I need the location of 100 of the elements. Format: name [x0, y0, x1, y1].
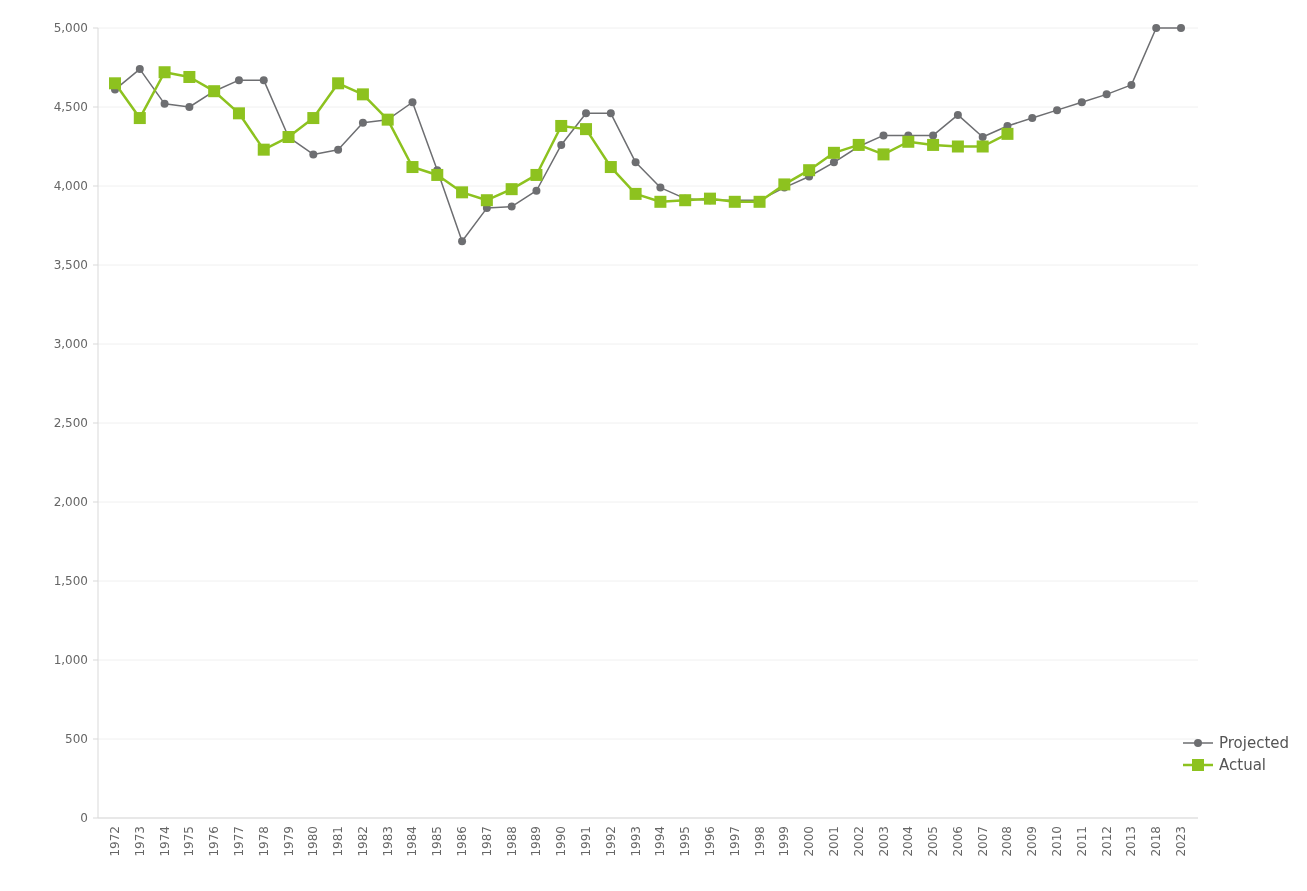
x-tick-label: 2012: [1099, 826, 1114, 857]
point: [530, 168, 543, 181]
point: [976, 140, 989, 153]
x-tick-label: 1980: [306, 826, 321, 857]
point: [1001, 127, 1014, 140]
y-tick-label: 3,500: [53, 258, 88, 273]
x-tick-label: 1999: [777, 826, 792, 857]
point: [356, 88, 369, 101]
legend-label: Actual: [1219, 756, 1266, 775]
x-tick-label: 1973: [132, 826, 147, 857]
point: [334, 145, 343, 154]
x-tick-label: 1977: [231, 826, 246, 857]
x-tick-label: 2003: [876, 826, 891, 857]
x-tick-label: 1992: [603, 826, 618, 857]
x-tick-label: 1982: [355, 826, 370, 857]
point: [1102, 90, 1111, 99]
point: [929, 131, 938, 140]
point: [604, 161, 617, 174]
point: [951, 140, 964, 153]
point: [927, 138, 940, 151]
x-tick-label: 1993: [628, 826, 643, 857]
point: [557, 140, 566, 149]
x-tick-label: 2013: [1124, 826, 1139, 857]
point: [902, 135, 915, 148]
point: [309, 150, 318, 159]
x-tick-label: 1981: [331, 826, 346, 857]
x-tick-label: 1995: [678, 826, 693, 857]
point: [135, 65, 144, 74]
point: [1053, 106, 1062, 115]
point: [803, 164, 816, 177]
point: [458, 237, 467, 246]
point: [158, 66, 171, 79]
point: [1028, 114, 1037, 123]
x-tick-label: 2006: [950, 826, 965, 857]
x-tick-label: 1996: [702, 826, 717, 857]
point: [629, 187, 642, 200]
point: [582, 109, 591, 118]
x-tick-label: 1975: [182, 826, 197, 857]
y-tick-label: 1,500: [53, 574, 88, 589]
point: [877, 148, 890, 161]
point: [185, 103, 194, 111]
x-tick-label: 1983: [380, 826, 395, 857]
point: [507, 202, 516, 211]
point: [480, 194, 493, 207]
x-tick-label: 2023: [1174, 826, 1188, 857]
x-tick-label: 1972: [108, 826, 122, 857]
point: [307, 112, 320, 125]
x-tick-label: 2004: [901, 826, 916, 857]
point: [234, 76, 243, 85]
x-tick-label: 2002: [851, 826, 866, 857]
y-tick-label: 5,000: [53, 21, 88, 36]
x-tick-label: 2010: [1050, 826, 1065, 857]
point: [679, 194, 692, 207]
x-tick-label: 2011: [1074, 826, 1089, 857]
x-tick-label: 2005: [926, 826, 941, 857]
point: [829, 158, 838, 167]
legend-label: Projected: [1219, 734, 1290, 753]
x-tick-label: 2001: [826, 826, 841, 857]
x-tick-label: 1991: [579, 826, 594, 857]
x-tick-label: 1988: [504, 826, 519, 857]
point: [406, 161, 419, 174]
point: [431, 168, 444, 181]
x-tick-label: 2000: [802, 826, 817, 857]
point: [505, 183, 518, 196]
y-tick-label: 4,500: [53, 100, 88, 115]
y-tick-label: 500: [65, 732, 88, 747]
x-tick-label: 1974: [157, 826, 172, 857]
point: [456, 186, 469, 199]
point: [879, 131, 888, 140]
point: [259, 76, 268, 85]
point: [778, 178, 791, 191]
point: [656, 183, 665, 192]
x-tick-label: 1987: [479, 826, 494, 857]
point: [827, 146, 840, 159]
x-tick-label: 2018: [1149, 826, 1164, 857]
x-tick-label: 1994: [653, 826, 668, 857]
x-tick-label: 1990: [554, 826, 569, 857]
point: [358, 118, 367, 127]
point: [555, 119, 568, 132]
point: [654, 195, 667, 208]
y-tick-label: 2,500: [53, 416, 88, 431]
x-tick-label: 1984: [405, 826, 420, 857]
point: [160, 99, 169, 108]
y-tick-label: 3,000: [53, 337, 88, 352]
point: [133, 112, 146, 125]
y-tick-label: 1,000: [53, 653, 88, 668]
y-tick-label: 2,000: [53, 495, 88, 510]
x-tick-label: 2007: [975, 826, 990, 857]
point: [703, 192, 716, 205]
point: [1177, 24, 1185, 32]
point: [183, 70, 196, 83]
y-tick-label: 4,000: [53, 179, 88, 194]
point: [852, 138, 865, 151]
point: [1127, 80, 1136, 89]
point: [332, 77, 345, 90]
point: [257, 143, 270, 156]
x-tick-label: 2009: [1025, 826, 1040, 857]
y-tick-label: 0: [80, 811, 88, 826]
x-tick-label: 1976: [207, 826, 222, 857]
x-tick-label: 1979: [281, 826, 296, 857]
